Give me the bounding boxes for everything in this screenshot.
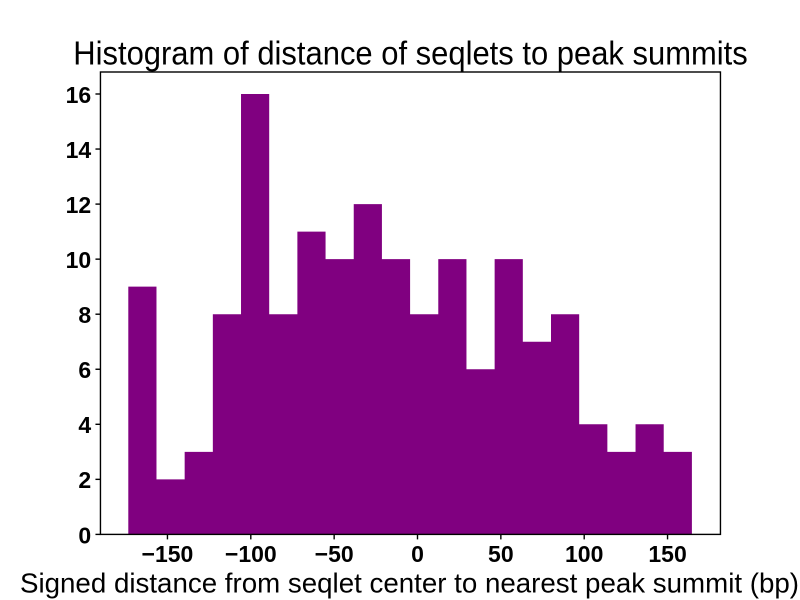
svg-text:150: 150 <box>648 541 686 567</box>
svg-text:6: 6 <box>78 357 91 383</box>
svg-text:0: 0 <box>78 522 91 548</box>
svg-text:Histogram of distance of seqle: Histogram of distance of seqlets to peak… <box>73 35 748 72</box>
svg-text:4: 4 <box>78 412 91 438</box>
svg-text:14: 14 <box>66 137 92 163</box>
svg-text:Signed distance from seqlet ce: Signed distance from seqlet center to ne… <box>20 568 799 599</box>
svg-text:50: 50 <box>488 541 514 567</box>
svg-text:10: 10 <box>66 247 92 273</box>
svg-text:−100: −100 <box>225 541 277 567</box>
svg-text:0: 0 <box>411 541 424 567</box>
svg-text:−50: −50 <box>315 541 354 567</box>
svg-text:100: 100 <box>565 541 603 567</box>
svg-text:2: 2 <box>78 467 91 493</box>
svg-text:8: 8 <box>78 302 91 328</box>
svg-text:12: 12 <box>66 192 92 218</box>
svg-text:16: 16 <box>66 82 92 108</box>
svg-text:−150: −150 <box>142 541 194 567</box>
